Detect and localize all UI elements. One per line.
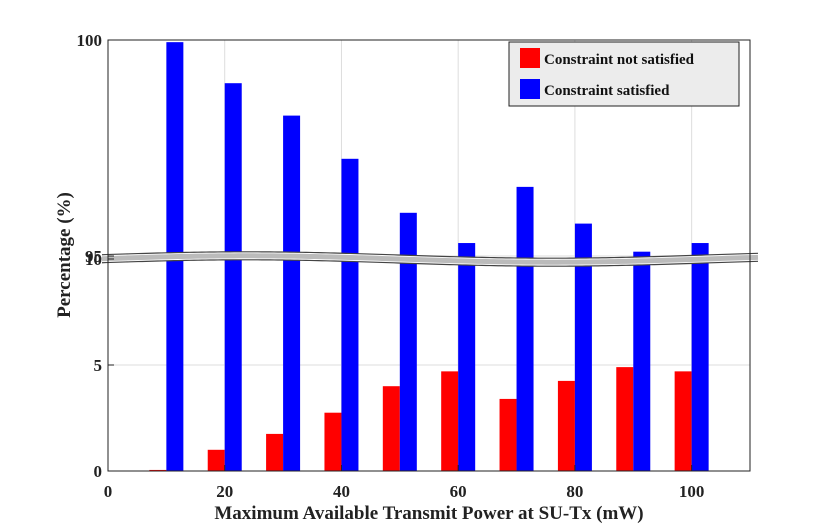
axis-break-line bbox=[101, 251, 759, 259]
bar-not-satisfied bbox=[499, 398, 517, 471]
bar-not-satisfied bbox=[674, 371, 692, 471]
bar-satisfied bbox=[341, 158, 359, 472]
x-tick-label: 100 bbox=[679, 482, 705, 501]
legend-label-satisfied: Constraint satisfied bbox=[544, 83, 670, 99]
y-axis-label: Percentage (%) bbox=[54, 192, 75, 318]
x-tick-label: 20 bbox=[216, 482, 233, 501]
axis-break bbox=[101, 251, 759, 267]
x-tick-label: 0 bbox=[104, 482, 113, 501]
y-tick-label: 5 bbox=[94, 356, 103, 375]
bar-not-satisfied bbox=[207, 449, 225, 471]
x-tick-label: 40 bbox=[333, 482, 350, 501]
bar-satisfied bbox=[574, 223, 592, 471]
x-tick-label: 60 bbox=[450, 482, 467, 501]
bar-satisfied bbox=[224, 83, 242, 471]
bar-satisfied bbox=[399, 212, 417, 472]
bars bbox=[149, 42, 709, 472]
y-tick-label: 0 bbox=[94, 462, 103, 481]
legend-box bbox=[508, 41, 740, 107]
bar-not-satisfied bbox=[382, 386, 400, 471]
legend-swatch-satisfied bbox=[520, 79, 540, 99]
bar-not-satisfied bbox=[616, 367, 634, 471]
axis-break-line bbox=[101, 259, 759, 267]
legend-label-not-satisfied: Constraint not satisfied bbox=[544, 52, 695, 68]
bar-not-satisfied bbox=[149, 469, 167, 471]
y-tick-label: 10 bbox=[85, 250, 102, 269]
x-tick-label: 80 bbox=[566, 482, 583, 501]
bar-not-satisfied bbox=[324, 412, 342, 471]
y-tick-label: 100 bbox=[77, 31, 103, 50]
bar-satisfied bbox=[691, 243, 709, 471]
x-axis-label: Maximum Available Transmit Power at SU-T… bbox=[214, 503, 643, 524]
bar-satisfied bbox=[283, 115, 301, 471]
bar-not-satisfied bbox=[441, 371, 459, 471]
bar-satisfied bbox=[633, 251, 651, 471]
bar-not-satisfied bbox=[557, 380, 575, 471]
legend-swatch-not-satisfied bbox=[520, 48, 540, 68]
axis-break-fill bbox=[101, 253, 759, 265]
bar-satisfied bbox=[458, 243, 476, 471]
bar-not-satisfied bbox=[266, 433, 284, 471]
bar-satisfied bbox=[516, 186, 534, 471]
y-tick-label: 95 bbox=[85, 247, 102, 266]
legend: Constraint not satisfied Constraint sati… bbox=[508, 41, 740, 107]
